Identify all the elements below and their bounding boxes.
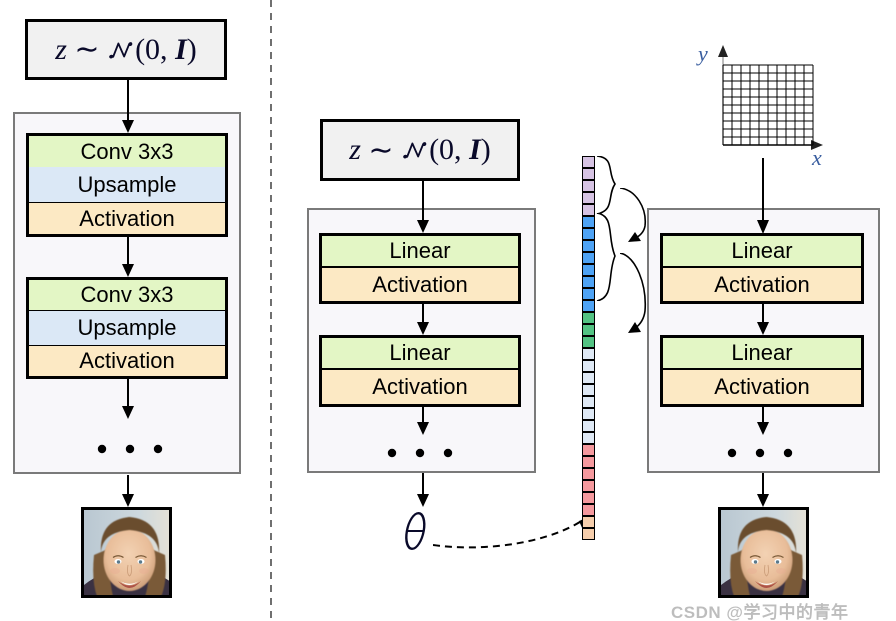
svg-text:x: x — [811, 145, 822, 170]
svg-text:y: y — [696, 45, 708, 66]
